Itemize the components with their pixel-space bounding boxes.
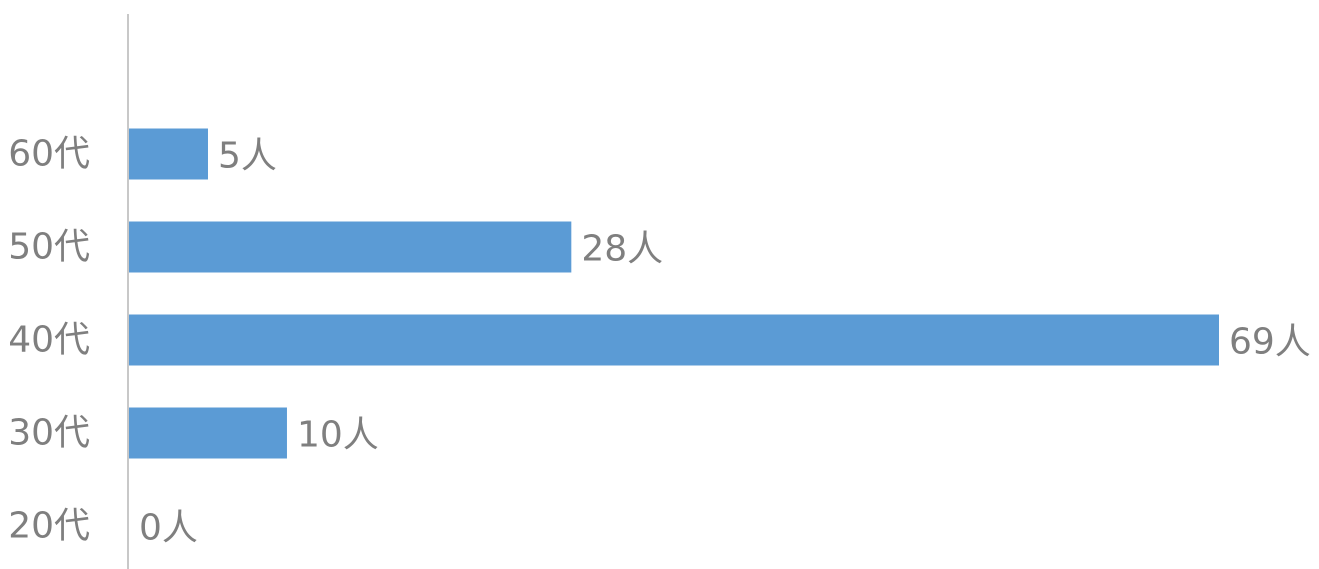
bar-1: [129, 221, 572, 273]
bar-2: [129, 314, 1219, 366]
category-label-3: 30代: [8, 413, 90, 454]
data-label-4: 0人: [139, 508, 198, 549]
category-label-1: 50代: [8, 227, 90, 268]
data-label-3: 10人: [297, 415, 379, 456]
category-label-4: 20代: [8, 506, 90, 547]
bars-group: [129, 128, 1219, 459]
bar-0: [129, 128, 208, 180]
category-labels-group: 60代 50代 40代 30代 20代: [8, 134, 90, 547]
category-label-2: 40代: [8, 320, 90, 361]
data-label-0: 5人: [218, 136, 277, 177]
category-label-0: 60代: [8, 134, 90, 175]
data-label-1: 28人: [581, 229, 663, 270]
data-label-2: 69人: [1229, 322, 1311, 363]
data-labels-group: 5人 28人 69人 10人 0人: [139, 136, 1311, 549]
bar-3: [129, 407, 287, 459]
